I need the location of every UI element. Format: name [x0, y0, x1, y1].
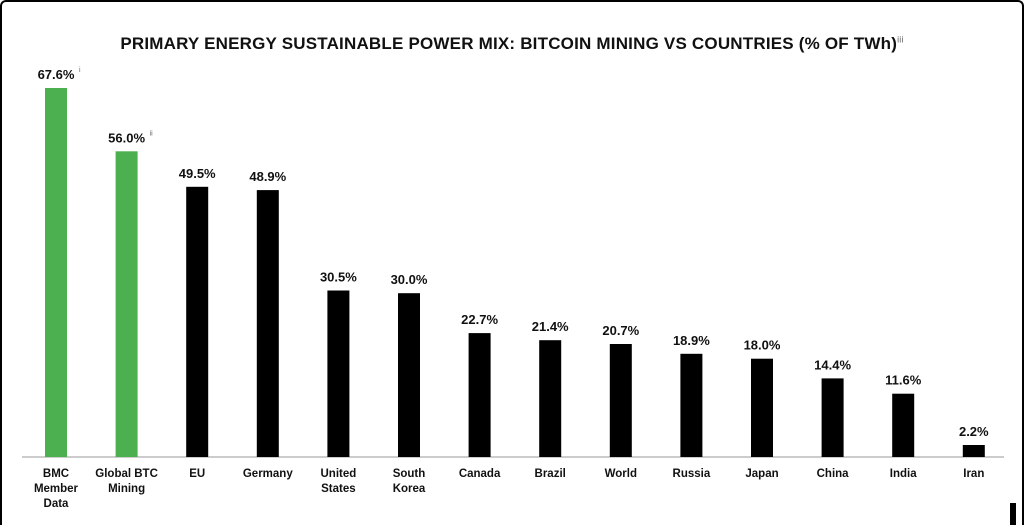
value-label-11: 14.4%	[814, 357, 851, 372]
value-label-9: 18.9%	[673, 333, 710, 348]
category-label-line: Data	[44, 498, 70, 510]
value-label-6: 22.7%	[461, 312, 498, 327]
category-label-11: China	[817, 468, 850, 480]
bar-1	[115, 151, 138, 458]
corner-mark	[1010, 503, 1016, 525]
bar-2	[186, 186, 209, 458]
value-labels-group: 67.6% i 56.0% ii 49.5% 48.9% 30.5% 30.0% 22.7% 21…	[38, 67, 989, 439]
chart-title-footnote: iii	[897, 34, 904, 45]
category-label-3: Germany	[243, 468, 293, 480]
bar-6	[468, 333, 491, 457]
category-label-10: Japan	[745, 468, 778, 480]
category-label-line: World	[605, 468, 637, 480]
bar-8	[609, 344, 632, 457]
category-label-line: Iran	[963, 468, 984, 480]
category-label-6: Canada	[459, 468, 501, 480]
value-label-4: 30.5%	[320, 270, 357, 285]
category-label-line: United	[321, 468, 357, 480]
value-label-3: 48.9%	[249, 169, 286, 184]
category-label-line: Canada	[459, 468, 501, 480]
chart-title-text: PRIMARY ENERGY SUSTAINABLE POWER MIX: BI…	[120, 34, 898, 53]
bar-13	[962, 445, 985, 457]
value-label-10: 18.0%	[744, 338, 781, 353]
bar-9	[680, 353, 703, 457]
value-label-7: 21.4%	[532, 319, 569, 334]
category-labels-group: BMC Member Data Global BTC Mining EU Germany Un…	[34, 468, 984, 510]
category-label-1: Global BTC Mining	[95, 468, 158, 495]
category-label-8: World	[605, 468, 637, 480]
value-label-5: 30.0%	[391, 272, 428, 287]
category-label-line: China	[817, 468, 850, 480]
category-label-line: India	[890, 468, 917, 480]
value-footnote-1: ii	[150, 130, 154, 137]
category-label-line: EU	[189, 468, 205, 480]
bar-11	[821, 378, 844, 457]
category-label-line: Korea	[393, 483, 426, 495]
value-footnote-0: i	[79, 67, 81, 74]
value-label-1: 56.0%	[108, 130, 145, 145]
category-label-9: Russia	[673, 468, 711, 480]
category-label-12: India	[890, 468, 917, 480]
category-label-line: Russia	[673, 468, 711, 480]
category-label-line: Mining	[108, 483, 145, 495]
category-label-line: Brazil	[535, 468, 566, 480]
chart-title: PRIMARY ENERGY SUSTAINABLE POWER MIX: BI…	[0, 34, 1024, 54]
value-label-8: 20.7%	[602, 323, 639, 338]
value-label-2: 49.5%	[179, 166, 216, 181]
category-label-0: BMC Member Data	[34, 468, 79, 510]
category-label-7: Brazil	[535, 468, 566, 480]
bar-10	[751, 358, 773, 457]
category-label-line: Japan	[745, 468, 778, 480]
value-label-12: 11.6%	[885, 373, 922, 388]
category-label-4: United States	[321, 468, 357, 495]
category-label-2: EU	[189, 468, 205, 480]
category-label-5: South Korea	[393, 468, 426, 495]
bar-7	[539, 340, 562, 457]
category-label-line: South	[393, 468, 426, 480]
bar-0	[45, 88, 67, 457]
category-label-13: Iran	[963, 468, 984, 480]
category-label-line: Germany	[243, 468, 293, 480]
bar-12	[892, 393, 915, 457]
category-label-line: States	[321, 483, 356, 495]
category-label-line: BMC	[43, 468, 69, 480]
bar-4	[327, 290, 350, 457]
bars-group	[45, 88, 985, 458]
bar-3	[256, 190, 279, 457]
value-label-0: 67.6%	[38, 67, 75, 82]
category-label-line: Global BTC	[95, 468, 158, 480]
category-label-line: Member	[34, 483, 79, 495]
bar-5	[398, 293, 420, 457]
value-label-13: 2.2%	[959, 424, 989, 439]
